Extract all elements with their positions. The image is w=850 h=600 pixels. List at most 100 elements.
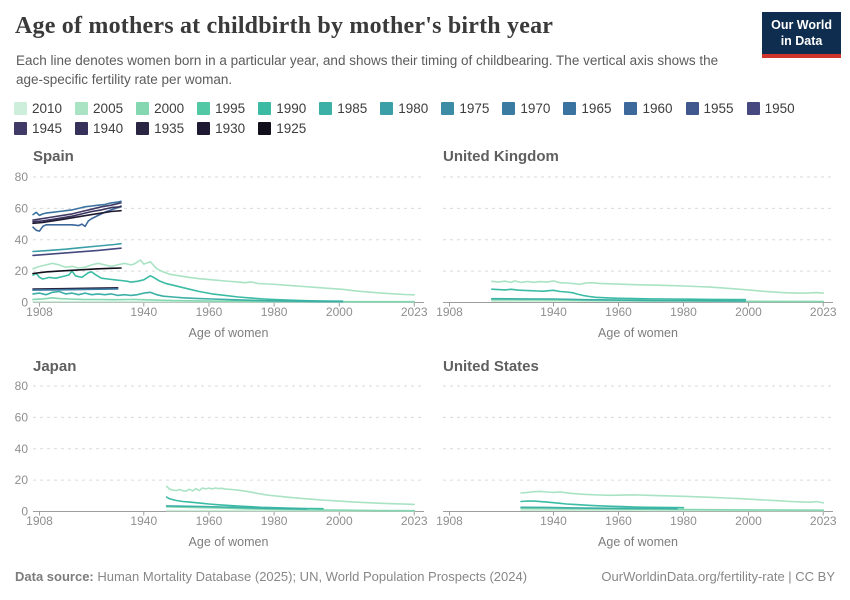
series-line-2005[interactable] <box>520 490 825 504</box>
series-line-1940[interactable] <box>32 206 122 223</box>
legend-swatch-2005 <box>75 101 89 115</box>
x-tick-label: 1980 <box>261 305 288 319</box>
chart-subtitle: Each line denotes women born in a partic… <box>16 53 719 87</box>
legend-swatch-1995 <box>197 101 211 115</box>
legend-swatch-1930 <box>197 121 211 135</box>
x-axis-title: Age of women <box>189 535 269 549</box>
legend-item-2005[interactable]: 2005 <box>75 101 123 116</box>
legend-item-1975[interactable]: 1975 <box>441 100 490 116</box>
legend-label: 1965 <box>581 100 612 116</box>
legend-swatch-1980 <box>380 101 394 115</box>
series-line-1990[interactable] <box>32 270 344 303</box>
x-axis-title: Age of women <box>598 326 678 340</box>
legend-item-1955[interactable]: 1955 <box>685 100 734 116</box>
legend-item-1935[interactable]: 1935 <box>136 120 185 136</box>
legend-swatch-2010 <box>14 101 27 115</box>
series-line-1930[interactable] <box>32 209 122 225</box>
legend-swatch-2000 <box>136 101 150 115</box>
x-tick-label: 1908 <box>26 514 53 528</box>
series-line-1945[interactable] <box>32 202 122 221</box>
series-line-1935[interactable] <box>32 286 119 290</box>
x-tick-label: 1940 <box>130 305 157 319</box>
x-tick-label: 1908 <box>26 305 53 319</box>
legend-item-2000[interactable]: 2000 <box>136 100 185 116</box>
series-line-1970[interactable] <box>32 288 119 291</box>
legend-label: 1975 <box>459 100 490 116</box>
legend-swatch-1990 <box>258 101 272 115</box>
x-tick-label: 2000 <box>735 514 762 528</box>
legend-label: 1935 <box>154 120 185 136</box>
x-tick-label: 1908 <box>436 305 463 319</box>
y-tick-label: 60 <box>15 201 29 215</box>
legend-label: 1955 <box>703 100 734 116</box>
legend-item-1990[interactable]: 1990 <box>258 101 306 116</box>
series-line-2000[interactable] <box>165 505 416 512</box>
y-tick-label: 0 <box>21 505 28 519</box>
legend-label: 1950 <box>764 100 795 116</box>
legend-item-1940[interactable]: 1940 <box>75 120 124 136</box>
y-tick-label: 80 <box>15 170 29 184</box>
y-tick-label: 20 <box>15 473 29 487</box>
legend-swatch-1935 <box>136 121 150 135</box>
series-line-1985[interactable] <box>520 506 678 510</box>
x-tick-label: 1960 <box>605 305 632 319</box>
legend-item-1965[interactable]: 1965 <box>563 100 612 116</box>
x-tick-label: 2023 <box>401 514 428 528</box>
legend-item-1925[interactable]: 1925 <box>258 120 307 136</box>
chart-footer: Data source: Human Mortality Database (2… <box>15 569 835 584</box>
legend-item-1930[interactable]: 1930 <box>197 120 246 136</box>
legend-item-1945[interactable]: 1945 <box>14 121 62 136</box>
series-line-2000[interactable] <box>520 507 825 512</box>
legend-item-1960[interactable]: 1960 <box>624 101 673 116</box>
series-line-2005[interactable] <box>165 485 416 506</box>
legend-label: 1995 <box>215 100 246 116</box>
series-line-1990[interactable] <box>520 500 685 509</box>
panel-united-kingdom: 1908 1940 1960 1980 2000 2023 Age of women <box>436 176 837 340</box>
x-axis-title: Age of women <box>598 535 678 549</box>
panel-japan: 0 20 40 60 80 1908 1940 1960 1980 2000 2023 Age of … <box>15 379 428 549</box>
series-line-1965[interactable] <box>32 200 122 217</box>
series-line-1980[interactable] <box>32 242 122 253</box>
y-tick-label: 20 <box>15 264 29 278</box>
legend-label: 2000 <box>154 100 185 116</box>
x-tick-label: 1960 <box>196 514 223 528</box>
legend-label: 1980 <box>398 100 429 116</box>
legend-swatch-1960 <box>624 101 638 115</box>
legend-label: 1925 <box>276 120 307 136</box>
series-line-1985[interactable] <box>32 290 344 303</box>
x-tick-label: 2023 <box>810 514 837 528</box>
x-tick-label: 1980 <box>670 514 697 528</box>
legend-item-2010[interactable]: 2010 <box>14 100 63 116</box>
x-tick-label: 2023 <box>810 305 837 319</box>
legend-item-1970[interactable]: 1970 <box>502 100 551 116</box>
series-line-2005[interactable] <box>490 280 825 295</box>
series-line-1990[interactable] <box>490 288 747 301</box>
x-tick-label: 1960 <box>605 514 632 528</box>
owid-logo[interactable]: Our World in Data <box>762 12 841 58</box>
y-tick-label: 80 <box>15 379 29 393</box>
legend-item-1980[interactable]: 1980 <box>380 100 429 116</box>
legend-swatch-1945 <box>14 121 27 135</box>
legend-label: 1930 <box>215 120 246 136</box>
legend-label: 1985 <box>337 100 368 116</box>
series-line-1925[interactable] <box>32 267 122 275</box>
series-line-1985[interactable] <box>490 297 747 302</box>
legend-label: 1940 <box>93 120 124 136</box>
x-axis-title: Age of women <box>189 326 269 340</box>
legend-swatch-1975 <box>441 101 455 115</box>
series-line-1985[interactable] <box>165 505 308 510</box>
citation-link[interactable]: OurWorldinData.org/fertility-rate | CC B… <box>601 569 835 584</box>
legend-item-1950[interactable]: 1950 <box>746 100 795 116</box>
legend-swatch-1940 <box>75 121 89 135</box>
legend-swatch-1970 <box>502 101 516 115</box>
series-line-2005[interactable] <box>32 259 416 296</box>
legend-item-1995[interactable]: 1995 <box>197 100 246 116</box>
legend-label: 1970 <box>520 100 551 116</box>
series-line-1950[interactable] <box>32 247 122 257</box>
panel-title-spain: Spain <box>33 148 74 165</box>
legend-label: 2010 <box>32 100 63 116</box>
legend-item-1985[interactable]: 1985 <box>319 100 368 116</box>
x-tick-label: 2023 <box>401 305 428 319</box>
page-title: Age of mothers at childbirth by mother's… <box>15 13 554 39</box>
